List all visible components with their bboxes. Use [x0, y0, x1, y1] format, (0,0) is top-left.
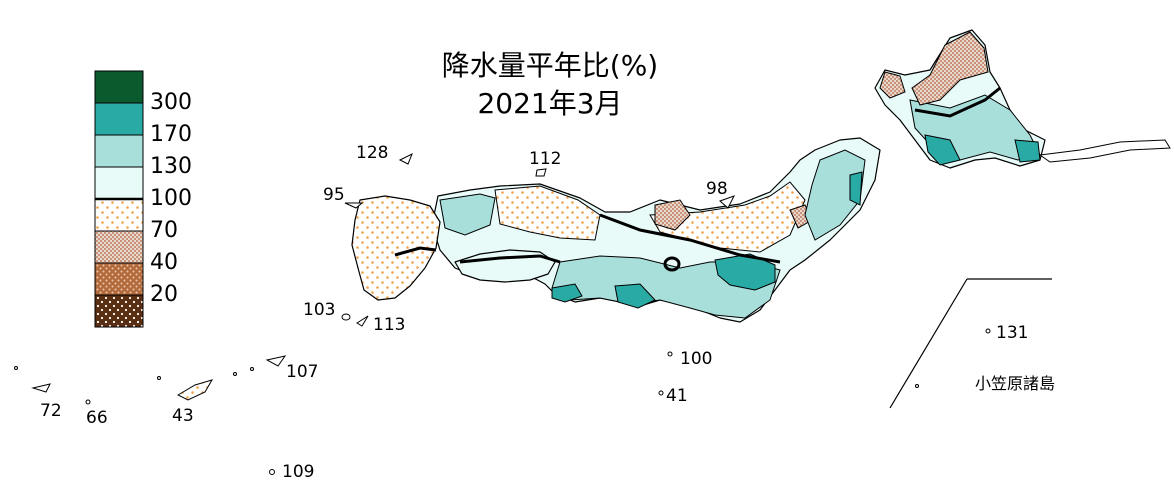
zone-170-300-shikoku	[551, 283, 583, 303]
legend-swatch-below-20	[94, 294, 144, 328]
contour-100	[394, 86, 1001, 272]
legend-label-20: 20	[150, 282, 178, 307]
value-label-95: 95	[323, 185, 345, 205]
island-ryukyu-small	[14, 366, 18, 370]
island-100	[667, 351, 673, 357]
value-label-107: 107	[286, 362, 319, 382]
legend-swatch-100-130	[94, 166, 144, 200]
zone-70-100-chugoku	[494, 185, 601, 241]
inset-frame	[889, 278, 1052, 409]
island-107	[265, 355, 287, 367]
zone-40-70-hokkaido-north	[911, 31, 989, 106]
legend-label-170: 170	[150, 122, 192, 147]
zone-170-300-kii	[614, 283, 656, 309]
value-label-98: 98	[706, 179, 728, 199]
legend-swatches	[94, 70, 144, 328]
island-128	[398, 152, 413, 165]
value-label-112: 112	[529, 149, 562, 169]
value-label-113: 113	[373, 315, 406, 335]
zone-170-300-kanto	[714, 253, 776, 291]
island-109	[269, 469, 275, 475]
legend-label-70: 70	[150, 218, 178, 243]
value-label-43: 43	[172, 406, 194, 426]
contour-100-kyushu	[394, 246, 437, 257]
island-43	[176, 379, 214, 401]
contour-100-chugoku	[459, 254, 561, 264]
contour-100-honshu	[599, 213, 781, 264]
island-ryukyu-small-2	[157, 376, 161, 380]
value-label-103: 103	[303, 300, 336, 320]
zone-130-170-kyushu-north	[439, 193, 496, 236]
island-113	[356, 315, 369, 327]
legend-swatch-70-100	[94, 198, 144, 232]
value-label-100: 100	[680, 349, 713, 369]
legend-label-40: 40	[150, 250, 178, 275]
value-label-41: 41	[666, 386, 688, 406]
zone-170-300-hokkaido-south	[924, 134, 961, 166]
island-ogasawara	[915, 384, 919, 388]
map-subtitle: 2021年3月	[477, 87, 623, 120]
value-label-66: 66	[86, 408, 108, 428]
inset-frame-diagonal	[889, 278, 968, 409]
island-kuril	[1038, 139, 1171, 163]
inset-label-ogasawara: 小笠原諸島	[975, 374, 1056, 393]
legend-label-300: 300	[150, 90, 192, 115]
value-label-109: 109	[282, 462, 315, 482]
value-label-131: 131	[996, 323, 1029, 343]
legend-label-130: 130	[150, 154, 192, 179]
zone-40-70-hokkaido-west	[879, 71, 906, 99]
island-72	[31, 383, 51, 393]
island-112	[535, 168, 547, 177]
legend-swatch-170-300	[94, 102, 144, 136]
map-title: 降水量平年比(%)	[441, 49, 659, 82]
island-103	[341, 313, 351, 321]
legend-swatch-130-170	[94, 134, 144, 168]
zone-130-170-tohoku	[804, 149, 866, 241]
contour-100-hokkaido	[914, 86, 1001, 118]
kyushu-region	[351, 195, 441, 301]
value-label-128: 128	[356, 143, 389, 163]
island-98	[719, 195, 736, 209]
island-ryukyu-small-4	[250, 367, 254, 371]
value-label-72: 72	[40, 401, 62, 421]
island-ryukyu-small-3	[233, 372, 237, 376]
outlying-islands	[14, 139, 1171, 475]
legend-swatch-40-70	[94, 230, 144, 264]
island-95	[344, 202, 364, 209]
shaded-zones	[439, 31, 1041, 319]
zone-170-300-tohoku	[849, 171, 863, 206]
island-131	[985, 328, 991, 334]
zone-40-70-noto	[654, 199, 691, 231]
legend-swatch-300-plus	[94, 70, 144, 104]
zone-170-300-hokkaido-east	[1014, 139, 1041, 163]
contour-100-ring	[663, 256, 681, 272]
island-66	[85, 399, 91, 405]
island-41	[658, 390, 664, 396]
legend-label-100: 100	[150, 186, 192, 211]
legend-swatch-20-40	[94, 262, 144, 296]
